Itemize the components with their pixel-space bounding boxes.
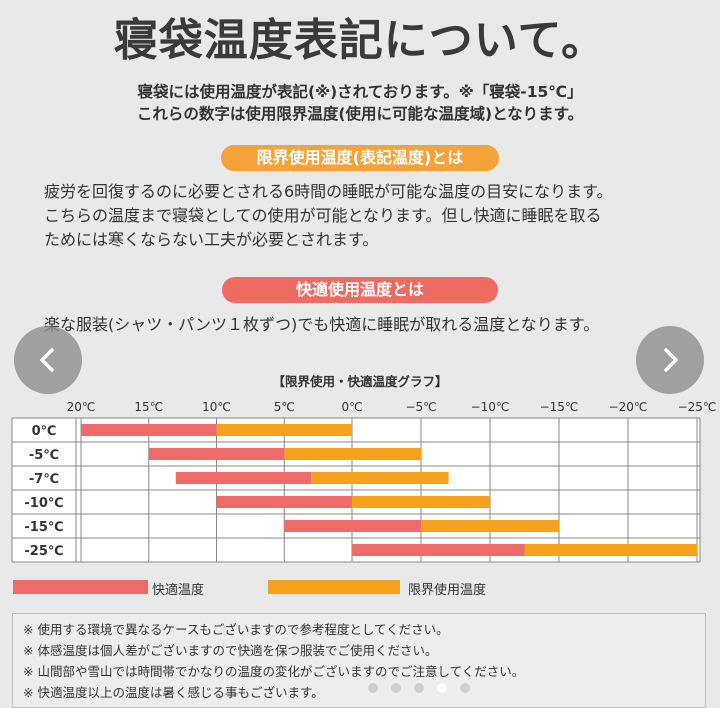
note-line: ※ 山間部や雪山では時間帯でかなりの温度の変化がございますのでご注意してください… (23, 664, 525, 679)
carousel-indicators (368, 683, 470, 693)
comfort-description: 楽な服装(シャツ・パンツ１枚ずつ)でも快適に睡眠が取れる温度となります。 (44, 315, 600, 334)
comfort-bar (216, 496, 352, 508)
chevron-right-icon (664, 348, 678, 372)
x-tick-label: 20℃ (67, 400, 96, 414)
comfort-bar (175, 472, 312, 484)
note-line: ※ 快適温度以上の温度は暑く感じる事もございます。 (23, 685, 324, 700)
x-tick-label: −15℃ (540, 400, 579, 414)
notes-box: ※ 使用する環境で異なるケースもございますので参考程度としてください。 ※ 体感… (12, 613, 706, 708)
comfort-bar (352, 544, 525, 556)
x-tick-label: −20℃ (609, 400, 648, 414)
carousel-next-button[interactable] (636, 326, 704, 394)
carousel-dot[interactable] (414, 683, 424, 693)
note-line: ※ 体感温度は個人差がございますので快適を保つ服装でご使用ください。 (23, 643, 438, 658)
limit-description: 疲労を回復するのに必要とされる6時間の睡眠が可能な温度の目安になります。 こちら… (44, 180, 694, 252)
graph-title: 【限界使用・快適温度グラフ】 (272, 374, 448, 389)
limit-description-line: こちらの温度まで寝袋としての使用が可能となります。但し快適に睡眠を取る (44, 206, 602, 225)
x-tick-label: −25℃ (678, 400, 717, 414)
legend-label-comfort: 快適温度 (152, 583, 205, 598)
limit-bar (352, 496, 490, 508)
limit-temperature-heading: 限界使用温度(表記温度)とは (221, 145, 499, 171)
x-tick-label: 5℃ (274, 400, 295, 414)
legend-swatch-limit (268, 580, 400, 594)
intro-line-1: 寝袋には使用温度が表記(※)されております。※「寝袋-15℃」 (137, 83, 583, 101)
comfort-temperature-heading: 快適使用温度とは (222, 277, 498, 303)
limit-bar (421, 520, 559, 532)
category-label: -7℃ (29, 472, 59, 487)
legend-swatch-comfort (13, 580, 148, 594)
x-tick-label: −10℃ (471, 400, 510, 414)
carousel-dot[interactable] (368, 683, 378, 693)
page-title: 寝袋温度表記について。 (113, 15, 607, 66)
carousel-dot[interactable] (437, 683, 447, 693)
note-line: ※ 使用する環境で異なるケースもございますので参考程度としてください。 (23, 622, 449, 637)
carousel-dot[interactable] (391, 683, 401, 693)
limit-description-line: 疲労を回復するのに必要とされる6時間の睡眠が可能な温度の目安になります。 (44, 182, 613, 201)
category-label: 0℃ (32, 424, 57, 439)
x-tick-label: 10℃ (202, 400, 231, 414)
chevron-left-icon (40, 348, 54, 372)
x-tick-label: 0℃ (341, 400, 362, 414)
carousel-prev-button[interactable] (14, 326, 82, 394)
category-label: -10℃ (24, 496, 63, 511)
limit-bar (311, 472, 449, 484)
limit-description-line: ためには寒くならない工夫が必要とされます。 (44, 230, 379, 249)
comfort-bar (284, 520, 421, 532)
x-tick-label: −5℃ (405, 400, 436, 414)
temperature-chart: 20℃ 15℃ 10℃ 5℃ 0℃ −5℃ −10℃ −15℃ −20℃ −25℃ 0℃ -5℃ -7℃… (11, 400, 717, 563)
category-label: -25℃ (24, 544, 63, 559)
limit-bar (524, 544, 697, 556)
limit-bar (216, 424, 352, 436)
intro-line-2: これらの数字は使用限界温度(使用に可能な温度域)となります。 (136, 105, 584, 123)
category-label: -15℃ (24, 520, 63, 535)
category-label: -5℃ (29, 448, 59, 463)
legend-label-limit: 限界使用温度 (408, 583, 487, 598)
x-tick-label: 15℃ (134, 400, 163, 414)
carousel-dot[interactable] (460, 683, 470, 693)
limit-bar (284, 448, 421, 460)
comfort-bar (81, 424, 217, 436)
comfort-bar (148, 448, 285, 460)
